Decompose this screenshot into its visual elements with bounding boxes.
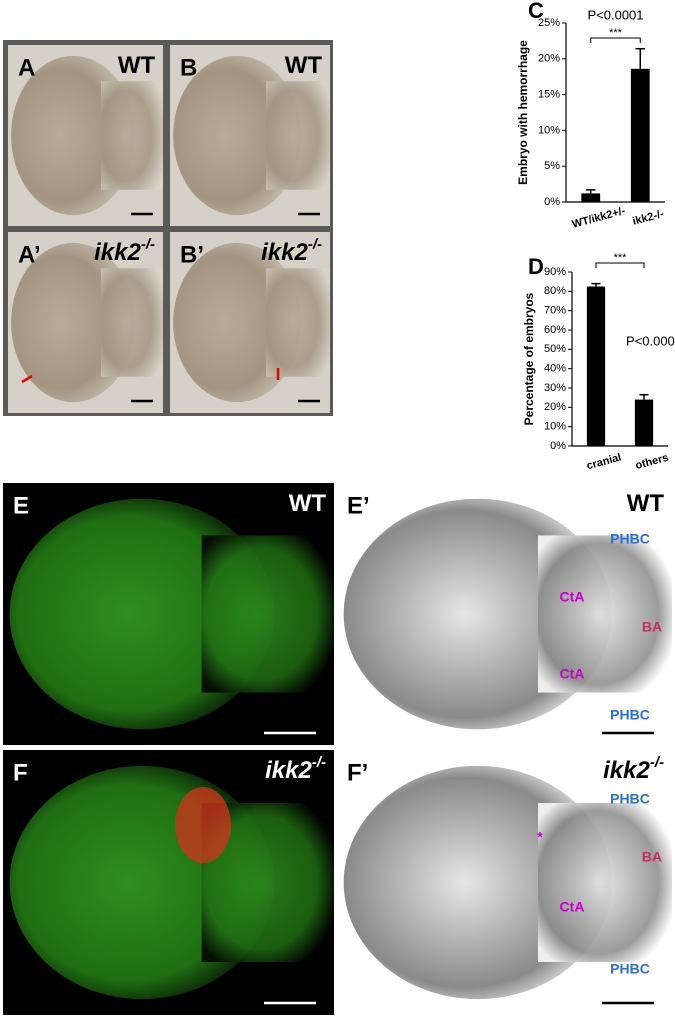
- y-tick-label: 15%: [538, 89, 560, 101]
- genotype-label: ikk2-/-: [261, 236, 322, 266]
- y-tick-label: 0%: [544, 196, 560, 208]
- x-tick-label: ikk2-/-: [631, 208, 665, 228]
- vessel-label: PHBC: [610, 707, 650, 723]
- bar: [581, 193, 601, 202]
- embryo-body: [266, 81, 330, 190]
- bar: [634, 399, 654, 446]
- embryo-body: [538, 535, 672, 693]
- panel-letter: B: [180, 54, 197, 81]
- error-bar: [591, 282, 601, 287]
- hemorrhage: [175, 787, 231, 863]
- arrow: [21, 374, 33, 384]
- genotype-superscript: -/-: [308, 236, 322, 253]
- genotype-label: ikk2-/-: [603, 754, 664, 784]
- y-axis-label: Embryo with hemorrhage: [516, 40, 530, 185]
- axis-line: [571, 272, 668, 447]
- genotype-label: ikk2-/-: [265, 754, 326, 784]
- significance-stars: ***: [609, 27, 623, 39]
- x-tick-label: others: [634, 452, 670, 472]
- genotype-superscript: -/-: [312, 754, 326, 771]
- panel-letter: B’: [180, 241, 204, 268]
- y-tick-label: 20%: [544, 401, 566, 413]
- y-tick-label: 20%: [538, 53, 560, 65]
- panel-letter: E’: [347, 492, 370, 519]
- embryo-body: [538, 803, 672, 962]
- y-tick-label: 60%: [544, 324, 566, 336]
- significance-bracket: [590, 37, 641, 43]
- y-tick-label: 10%: [538, 124, 560, 136]
- gene-name: ikk2: [265, 757, 312, 784]
- panel-letter: F: [13, 759, 28, 786]
- y-tick-label: 0%: [550, 440, 566, 452]
- panel-letter: C: [528, 0, 544, 23]
- y-tick-label: 70%: [544, 305, 566, 317]
- vessel-label: CtA: [560, 589, 585, 605]
- vessel-label: CtA: [560, 666, 585, 682]
- vessel-label: PHBC: [610, 531, 650, 547]
- panel-letter: D: [528, 254, 544, 279]
- p-value: P<0.0001: [587, 7, 643, 22]
- panel-letter: F’: [347, 759, 368, 786]
- panel-letter: E: [13, 492, 29, 519]
- chart-group: C Embryo with hemorrhage 0% 5% 10% 15% 20% 25% W…: [516, 0, 675, 472]
- gene-name: WT: [118, 52, 156, 79]
- gene-name: ikk2: [94, 239, 141, 266]
- vessel-label: BA: [642, 849, 662, 865]
- error-bar: [639, 394, 649, 400]
- y-tick-label: 90%: [544, 266, 566, 278]
- gene-name: WT: [285, 52, 323, 79]
- y-tick-label: 25%: [538, 17, 560, 29]
- gene-name: ikk2: [261, 239, 308, 266]
- panel-letter: A’: [18, 241, 41, 268]
- vessel-label: PHBC: [610, 791, 650, 807]
- genotype-label: WT: [627, 490, 665, 517]
- gene-name: WT: [627, 490, 665, 517]
- error-bar: [635, 48, 645, 69]
- significance-stars: ***: [614, 252, 628, 264]
- embryo-body: [201, 535, 334, 693]
- x-tick-label: WT/ikk2+/-: [571, 205, 627, 231]
- bar: [586, 286, 606, 446]
- vessel-label: CtA: [560, 899, 585, 915]
- vessel-label: *: [537, 829, 543, 845]
- y-tick-label: 50%: [544, 343, 566, 355]
- y-axis-label: Percentage of embryos: [522, 292, 536, 425]
- significance-bracket: [595, 262, 645, 268]
- gene-name: ikk2: [603, 757, 650, 784]
- vessel-label: PHBC: [610, 961, 650, 977]
- gene-name: WT: [289, 490, 327, 517]
- error-bar: [586, 189, 596, 194]
- y-tick-label: 5%: [544, 160, 560, 172]
- y-tick-label: 80%: [544, 285, 566, 297]
- p-value: P<0.0001: [626, 333, 675, 348]
- photo-group: A WT B WTA’ ikk2-/- B’ ikk2-/-E WT E’ WTF ikk2-/- F…: [3, 45, 672, 1015]
- embryo-body: [266, 268, 330, 377]
- genotype-superscript: -/-: [650, 754, 664, 771]
- embryo-body: [101, 81, 163, 190]
- genotype-label: WT: [118, 52, 156, 79]
- genotype-label: WT: [289, 490, 327, 517]
- axis-line: [565, 23, 665, 203]
- y-tick-label: 40%: [544, 363, 566, 375]
- x-tick-label: cranial: [585, 452, 622, 473]
- panel-letter: A: [18, 54, 35, 81]
- bar: [630, 68, 650, 202]
- y-tick-label: 30%: [544, 382, 566, 394]
- embryo-body: [101, 268, 163, 377]
- vessel-label: BA: [642, 619, 662, 635]
- genotype-label: ikk2-/-: [94, 236, 155, 266]
- genotype-label: WT: [285, 52, 323, 79]
- genotype-superscript: -/-: [141, 236, 155, 253]
- y-tick-label: 10%: [544, 421, 566, 433]
